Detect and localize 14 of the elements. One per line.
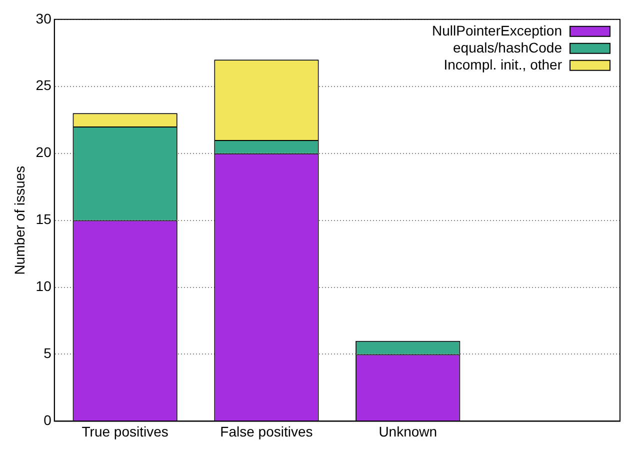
legend-label: equals/hashCode xyxy=(453,39,562,56)
x-tick-label: Unknown xyxy=(378,423,438,440)
x-tick-label: True positives xyxy=(82,423,168,440)
y-tick-label: 5 xyxy=(44,345,52,362)
y-tick-label: 25 xyxy=(36,77,52,94)
legend-label: NullPointerException xyxy=(432,22,562,38)
y-axis-title: Number of issues xyxy=(11,166,28,275)
y-tick-label: 30 xyxy=(36,10,52,26)
x-tick-label: False positives xyxy=(220,423,313,440)
y-tick-label: 20 xyxy=(36,144,52,160)
y-tick-label: 15 xyxy=(36,211,52,228)
y-tick-label: 10 xyxy=(36,278,52,294)
y-tick-label: 0 xyxy=(44,412,52,428)
legend-label: Incompl. init., other xyxy=(444,56,562,72)
